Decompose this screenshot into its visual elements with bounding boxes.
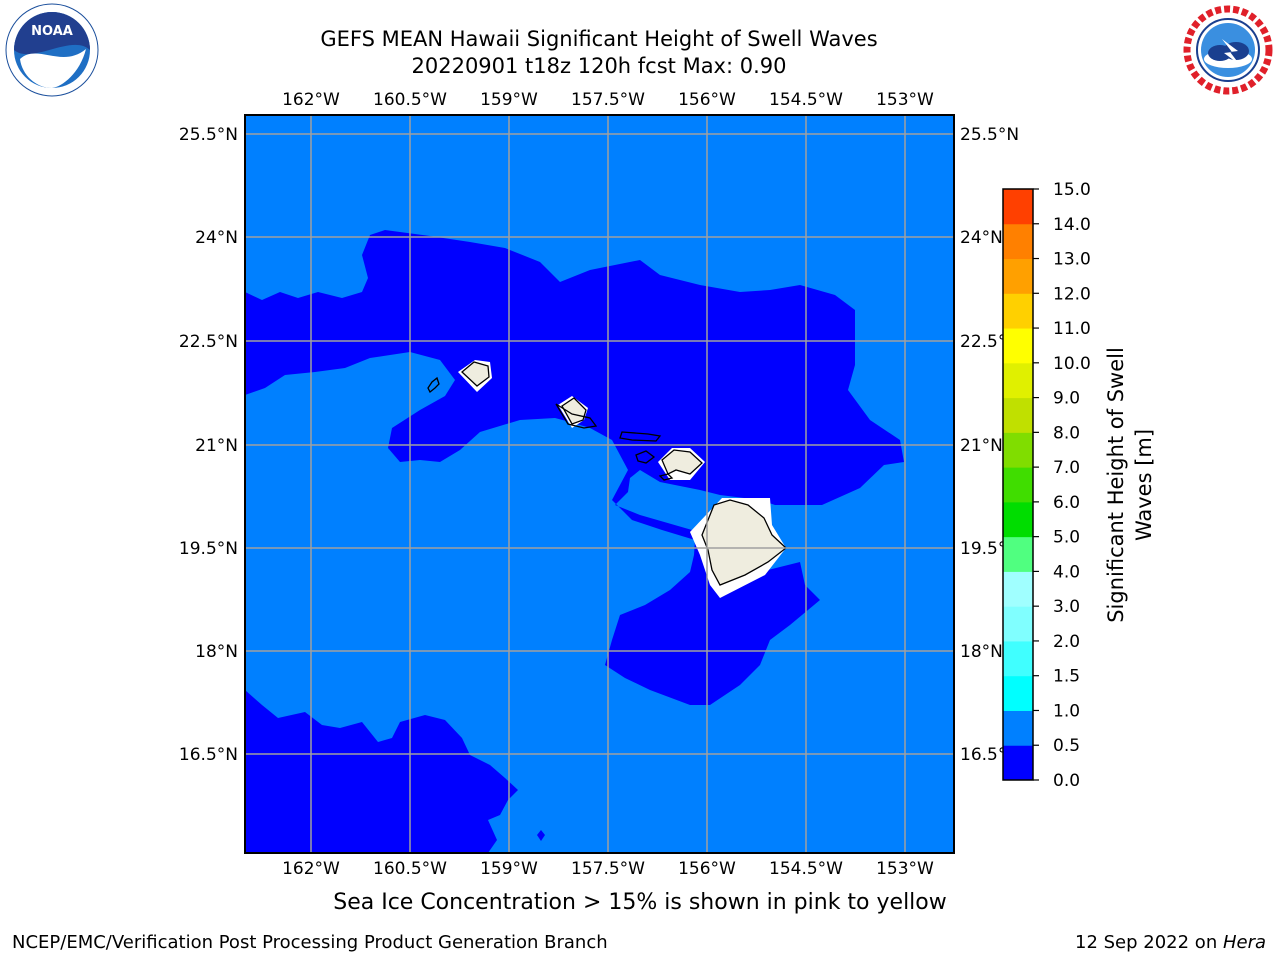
colorbar-tick-label: 0.5 <box>1053 736 1080 756</box>
colorbar-tick-label: 1.0 <box>1053 701 1080 721</box>
graticule <box>245 115 954 853</box>
lat-label: 19.5°N <box>960 539 1019 559</box>
colorbar-ticks: 0.0 0.5 1.0 1.5 2.0 3.0 4.0 5.0 6.0 7.0 8.0 9.0 10.0… <box>1033 180 1091 791</box>
colorbar-segment <box>1003 328 1033 364</box>
colorbar-tick-label: 11.0 <box>1053 319 1091 339</box>
lon-label: 154.5°W <box>769 859 843 879</box>
lon-label: 153°W <box>876 90 934 110</box>
colorbar-tick-label: 0.0 <box>1053 771 1080 791</box>
lat-labels-right: 25.5°N 24°N 22.5°N 21°N 19.5°N 18°N 16.5… <box>960 125 1019 765</box>
lat-label: 18°N <box>195 642 238 662</box>
colorbar-segment <box>1003 536 1033 572</box>
ocean-low-southwest <box>245 690 518 853</box>
chart-title: GEFS MEAN Hawaii Significant Height of S… <box>320 27 878 51</box>
colorbar-tick-label: 4.0 <box>1053 562 1080 582</box>
colorbar-segment <box>1003 189 1033 225</box>
colorbar-tick-label: 2.0 <box>1053 632 1080 652</box>
lon-label: 157.5°W <box>571 859 645 879</box>
colorbar-tick-label: 10.0 <box>1053 354 1091 374</box>
svg-text:NOAA: NOAA <box>31 24 73 39</box>
lat-label: 16.5°N <box>960 745 1019 765</box>
colorbar-label-line2: Waves [m] <box>1132 429 1156 541</box>
colorbar-tick-label: 6.0 <box>1053 493 1080 513</box>
colorbar-tick-label: 14.0 <box>1053 215 1091 235</box>
colorbar-tick-label: 7.0 <box>1053 458 1080 478</box>
lon-label: 153°W <box>876 859 934 879</box>
colorbar-segment <box>1003 606 1033 642</box>
sea-ice-note: Sea Ice Concentration > 15% is shown in … <box>333 890 947 915</box>
lat-label: 24°N <box>195 228 238 248</box>
lon-labels-bottom: 162°W 160.5°W 159°W 157.5°W 156°W 154.5°… <box>282 859 934 879</box>
colorbar-segment <box>1003 675 1033 711</box>
footer-date-text: 12 Sep 2022 on <box>1075 932 1223 953</box>
lon-label: 159°W <box>480 859 538 879</box>
chart-subtitle: 20220901 t18z 120h fcst Max: 0.90 <box>411 54 787 78</box>
colorbar-label-line1: Significant Height of Swell <box>1104 347 1128 623</box>
colorbar-tick-label: 12.0 <box>1053 284 1091 304</box>
colorbar <box>1003 189 1033 781</box>
colorbar-tick-label: 15.0 <box>1053 180 1091 200</box>
footer-host: Hera <box>1222 932 1266 953</box>
lon-label: 156°W <box>678 859 736 879</box>
noaa-logo: NOAA <box>5 3 99 97</box>
lat-labels-left: 25.5°N 24°N 22.5°N 21°N 19.5°N 18°N 16.5… <box>179 125 238 765</box>
lat-label: 21°N <box>960 436 1003 456</box>
lat-label: 22.5°N <box>960 332 1019 352</box>
colorbar-segment <box>1003 710 1033 746</box>
colorbar-segment <box>1003 293 1033 329</box>
lon-label: 162°W <box>282 90 340 110</box>
colorbar-segment <box>1003 258 1033 294</box>
lat-label: 24°N <box>960 228 1003 248</box>
colorbar-tick-label: 9.0 <box>1053 389 1080 409</box>
colorbar-segment <box>1003 467 1033 503</box>
map-frame <box>244 114 955 854</box>
colorbar-tick-label: 13.0 <box>1053 250 1091 270</box>
colorbar-segment <box>1003 571 1033 607</box>
lon-label: 160.5°W <box>373 90 447 110</box>
lat-label: 19.5°N <box>179 539 238 559</box>
lon-label: 156°W <box>678 90 736 110</box>
lon-label: 162°W <box>282 859 340 879</box>
colorbar-tick-label: 8.0 <box>1053 423 1080 443</box>
lat-label: 18°N <box>960 642 1003 662</box>
lat-label: 25.5°N <box>960 125 1019 145</box>
lon-label: 154.5°W <box>769 90 843 110</box>
colorbar-frame <box>1002 188 1034 781</box>
lon-label: 160.5°W <box>373 859 447 879</box>
colorbar-segment <box>1003 745 1033 781</box>
colorbar-tick-label: 5.0 <box>1053 528 1080 548</box>
lon-label: 157.5°W <box>571 90 645 110</box>
lon-label: 159°W <box>480 90 538 110</box>
footer-date: 12 Sep 2022 on Hera <box>1075 932 1266 953</box>
colorbar-tick-label: 3.0 <box>1053 597 1080 617</box>
colorbar-segment <box>1003 362 1033 399</box>
lat-label: 25.5°N <box>179 125 238 145</box>
ocean-low-speck <box>537 830 545 841</box>
colorbar-tick-label: 1.5 <box>1053 667 1080 687</box>
colorbar-segment <box>1003 432 1033 468</box>
nws-logo <box>1183 5 1273 95</box>
lat-label: 16.5°N <box>179 745 238 765</box>
footer-branch: NCEP/EMC/Verification Post Processing Pr… <box>12 932 608 953</box>
colorbar-segment <box>1003 397 1033 433</box>
colorbar-segment <box>1003 640 1033 677</box>
colorbar-segment <box>1003 501 1033 538</box>
lat-label: 22.5°N <box>179 332 238 352</box>
colorbar-segment <box>1003 223 1033 260</box>
lat-label: 21°N <box>195 436 238 456</box>
lon-labels-top: 162°W 160.5°W 159°W 157.5°W 156°W 154.5°… <box>282 90 934 110</box>
